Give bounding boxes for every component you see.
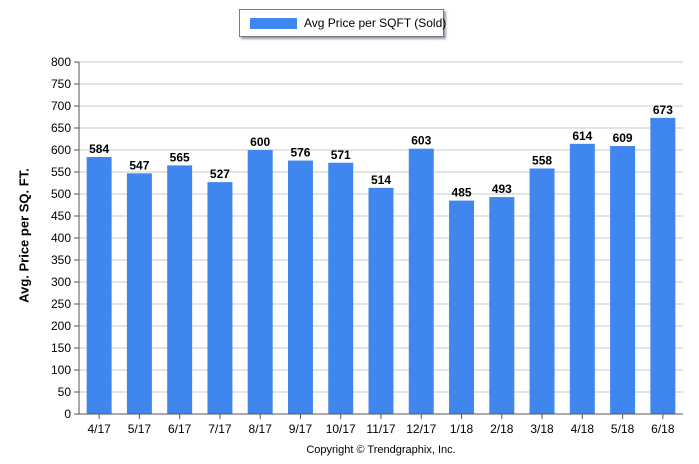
bar xyxy=(529,168,555,414)
y-tick-label: 50 xyxy=(58,385,72,399)
y-tick-label: 0 xyxy=(64,407,71,421)
x-tick-label: 12/17 xyxy=(406,422,436,436)
x-tick-label: 3/18 xyxy=(530,422,554,436)
y-tick-label: 150 xyxy=(51,341,71,355)
x-tick-label: 5/18 xyxy=(611,422,635,436)
x-tick-label: 8/17 xyxy=(249,422,273,436)
bar-value-label: 527 xyxy=(210,167,230,181)
y-tick-label: 100 xyxy=(51,363,71,377)
bar xyxy=(489,197,515,414)
bar-value-label: 603 xyxy=(411,134,431,148)
bar xyxy=(167,165,193,414)
chart-legend: Avg Price per SQFT (Sold) xyxy=(239,9,447,37)
x-tick-label: 4/18 xyxy=(571,422,595,436)
y-tick-label: 400 xyxy=(51,231,71,245)
y-tick-label: 650 xyxy=(51,121,71,135)
bar-value-label: 576 xyxy=(290,146,310,160)
x-tick-label: 10/17 xyxy=(326,422,356,436)
y-tick-label: 550 xyxy=(51,165,71,179)
y-tick-label: 500 xyxy=(51,187,71,201)
y-tick-label: 600 xyxy=(51,143,71,157)
x-tick-label: 5/17 xyxy=(128,422,152,436)
bar xyxy=(569,143,595,414)
bar-value-label: 514 xyxy=(371,173,391,187)
y-tick-label: 700 xyxy=(51,99,71,113)
bar xyxy=(126,173,152,414)
bar-value-label: 600 xyxy=(250,135,270,149)
bar-value-label: 485 xyxy=(452,186,472,200)
x-tick-label: 4/17 xyxy=(87,422,111,436)
y-tick-label: 750 xyxy=(51,77,71,91)
x-tick-label: 6/18 xyxy=(651,422,675,436)
x-tick-label: 7/17 xyxy=(208,422,232,436)
bar-value-label: 614 xyxy=(572,129,592,143)
bar-value-label: 493 xyxy=(492,182,512,196)
bar xyxy=(287,160,313,414)
legend-swatch xyxy=(250,18,297,29)
bar xyxy=(610,146,636,415)
x-tick-label: 2/18 xyxy=(490,422,514,436)
y-tick-label: 250 xyxy=(51,297,71,311)
y-tick-label: 300 xyxy=(51,275,71,289)
x-tick-label: 1/18 xyxy=(450,422,474,436)
bar-value-label: 673 xyxy=(653,103,673,117)
bar xyxy=(449,200,475,414)
y-tick-label: 350 xyxy=(51,253,71,267)
bar-value-label: 571 xyxy=(331,148,351,162)
x-tick-label: 11/17 xyxy=(366,422,395,436)
y-tick-label: 800 xyxy=(51,55,71,69)
bar xyxy=(86,157,112,415)
bar xyxy=(650,117,676,414)
x-tick-label: 6/17 xyxy=(168,422,192,436)
legend-label: Avg Price per SQFT (Sold) xyxy=(304,16,447,30)
x-tick-label: 9/17 xyxy=(289,422,313,436)
bar xyxy=(247,150,273,414)
bar-value-label: 558 xyxy=(532,153,552,167)
bar xyxy=(328,162,354,414)
copyright-footer: Copyright © Trendgraphix, Inc. xyxy=(306,444,456,456)
bar xyxy=(368,187,394,414)
y-tick-label: 200 xyxy=(51,319,71,333)
y-tick-label: 450 xyxy=(51,209,71,223)
bar xyxy=(207,182,233,414)
bar-value-label: 584 xyxy=(89,142,109,156)
bar-value-label: 547 xyxy=(129,158,149,172)
bar-value-label: 565 xyxy=(170,150,190,164)
bar xyxy=(408,148,434,414)
bar-value-label: 609 xyxy=(613,131,633,145)
